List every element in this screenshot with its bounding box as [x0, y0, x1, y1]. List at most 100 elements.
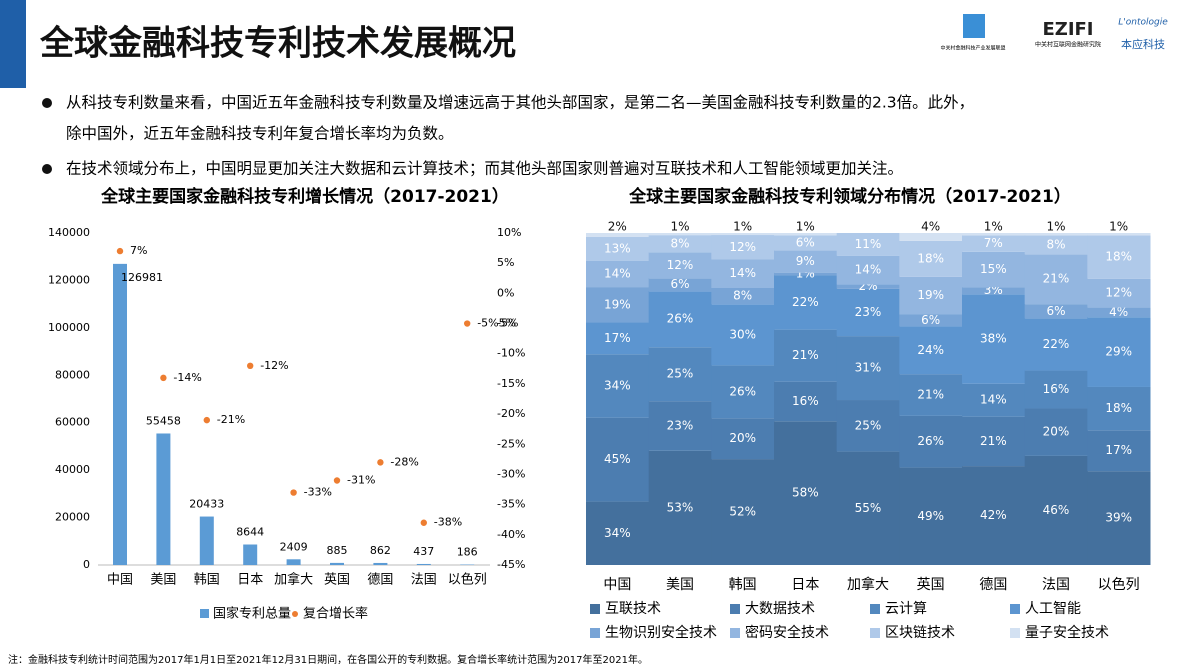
data-label: 6%: [921, 313, 940, 327]
x-tick-label: 法国: [411, 573, 437, 588]
data-label: 26%: [917, 434, 944, 448]
segment: [774, 235, 838, 251]
logo-text: 中关村互联网金融研究院: [1035, 41, 1101, 49]
segment: [1024, 304, 1088, 319]
x-tick-label: 美国: [666, 577, 694, 593]
segment: [1087, 233, 1151, 236]
data-label: 58%: [792, 486, 819, 500]
data-label: 8%: [1046, 237, 1065, 251]
segment: [899, 314, 963, 327]
rate-dot: [420, 519, 427, 526]
segment: [1087, 307, 1151, 318]
x-tick-label: 中国: [603, 577, 631, 593]
bar: [373, 562, 388, 565]
x-tick-label: 以色列: [1098, 576, 1140, 593]
segment: [1087, 278, 1151, 308]
data-label: 6%: [670, 277, 689, 291]
data-label: 12%: [729, 240, 756, 254]
y-tick-label: 80000: [55, 368, 90, 381]
y-tick-label: 20000: [55, 511, 90, 524]
bar: [156, 433, 171, 565]
data-label: -5%5%: [477, 317, 516, 330]
segment: [962, 294, 1026, 384]
data-label: 26%: [729, 384, 756, 398]
accent-bar: [0, 0, 26, 88]
data-label: 21%: [917, 388, 944, 402]
segment: [962, 233, 1026, 236]
x-tick-label: 德国: [979, 577, 1007, 593]
x-tick-label: 以色列: [448, 572, 487, 588]
segment: [1024, 254, 1088, 305]
bar: [286, 559, 301, 565]
segment: [1024, 318, 1088, 371]
bullet-text: 除中国外，近五年金融科技专利年复合增长率均为负数。: [66, 125, 454, 143]
data-label: 18%: [1105, 250, 1132, 264]
data-label: 31%: [855, 361, 882, 375]
y2-tick-label: 10%: [497, 226, 521, 239]
segment: [711, 418, 775, 460]
rate-dot: [203, 416, 210, 424]
y2-tick-label: -40%: [497, 528, 525, 541]
legend-label: 大数据技术: [745, 601, 815, 617]
bullet-text: 从科技专利数量来看，中国近五年金融科技专利数量及增速远高于其他头部国家，是第二名…: [66, 94, 974, 112]
y-tick-label: 140000: [48, 226, 90, 239]
data-label: 862: [370, 544, 391, 557]
segment: [774, 329, 838, 382]
y2-tick-label: -25%: [497, 437, 525, 450]
segment: [1087, 317, 1151, 387]
y-tick-label: 120000: [48, 273, 90, 286]
data-label: 1%: [733, 220, 752, 234]
y-tick-label: 100000: [48, 321, 90, 334]
data-label: 1%: [1046, 220, 1065, 234]
legend-marker: [870, 628, 880, 638]
logo-text: EZIFI: [1042, 19, 1093, 40]
x-tick-label: 德国: [367, 573, 393, 588]
data-label: 53%: [667, 500, 694, 514]
data-label: 20%: [1043, 425, 1070, 439]
bullet-dot: [42, 98, 52, 108]
data-label: 46%: [1043, 503, 1070, 517]
data-label: 20%: [729, 431, 756, 445]
data-label: 14%: [729, 266, 756, 280]
x-tick-label: 美国: [150, 573, 176, 588]
segment: [586, 287, 650, 323]
data-label: 15%: [980, 262, 1007, 276]
segment: [836, 451, 900, 565]
data-label: 21%: [792, 348, 819, 362]
x-tick-label: 法国: [1042, 577, 1070, 593]
x-tick-label: 韩国: [194, 573, 220, 588]
data-label: 20433: [189, 498, 224, 511]
data-label: 23%: [855, 305, 882, 319]
segment: [962, 287, 1026, 295]
data-label: 4%: [1109, 305, 1128, 319]
data-label: 12%: [1105, 286, 1132, 300]
segment: [711, 235, 775, 260]
bar: [113, 263, 127, 565]
data-label: 34%: [604, 526, 631, 540]
data-label: 11%: [855, 237, 882, 251]
segment: [774, 381, 838, 422]
data-label: 7%: [984, 236, 1003, 250]
legend-label: 人工智能: [1025, 601, 1081, 617]
data-label: 6%: [1046, 304, 1065, 318]
x-tick-label: 加拿大: [274, 572, 313, 588]
data-label: 34%: [604, 378, 631, 392]
data-label: -28%: [390, 455, 418, 468]
legend-marker: [590, 604, 600, 614]
data-label: 14%: [604, 267, 631, 281]
data-label: 12%: [667, 258, 694, 272]
bullet-dot: [42, 164, 52, 174]
segment: [1024, 455, 1088, 565]
segment: [962, 383, 1026, 417]
segment: [1087, 386, 1151, 431]
legend-marker: [730, 628, 740, 638]
data-label: 8644: [236, 526, 264, 539]
rate-dot: [160, 374, 167, 382]
rate-dot: [116, 247, 124, 255]
legend-marker: [870, 604, 880, 614]
segment: [711, 287, 775, 305]
segment: [774, 250, 838, 273]
legend-marker: [200, 609, 209, 618]
segment: [648, 235, 712, 253]
data-label: 14%: [980, 393, 1007, 407]
